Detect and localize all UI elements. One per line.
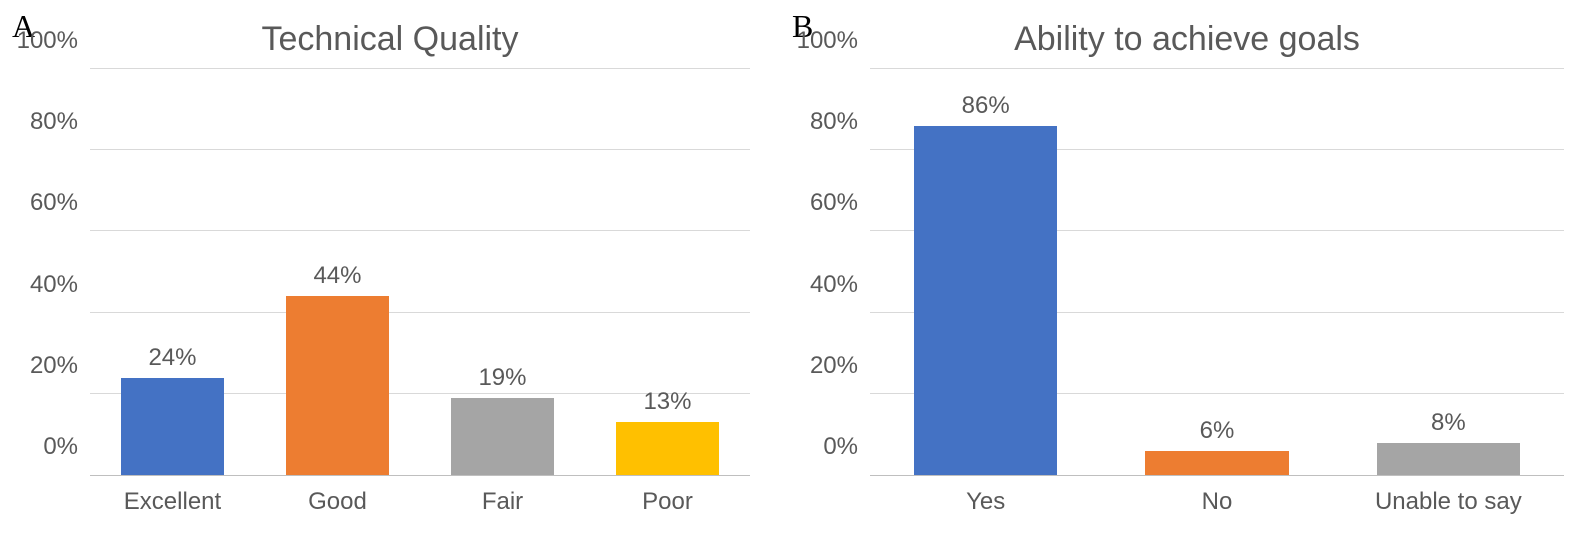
y-tick-label: 20% — [810, 352, 858, 380]
y-tick-label: 40% — [30, 271, 78, 299]
y-tick-label: 40% — [810, 271, 858, 299]
bar: 24% — [121, 378, 223, 475]
bar: 19% — [451, 398, 553, 475]
bar-slot: 44% — [255, 69, 420, 475]
x-tick-label: Yes — [870, 488, 1101, 516]
bar-value-label: 8% — [1431, 409, 1466, 437]
y-tick-label: 60% — [30, 189, 78, 217]
x-tick-label: Unable to say — [1333, 488, 1564, 516]
bar: 44% — [286, 296, 388, 475]
x-tick-label: No — [1101, 488, 1332, 516]
bar: 6% — [1145, 451, 1288, 475]
bar-slot: 13% — [585, 69, 750, 475]
bar-slot: 24% — [90, 69, 255, 475]
x-labels: YesNoUnable to say — [870, 488, 1564, 516]
plot-area: 0%20%40%60%80%100%24%44%19%13% — [90, 69, 750, 476]
y-tick-label: 0% — [43, 433, 78, 461]
x-tick-label: Fair — [420, 488, 585, 516]
y-tick-label: 100% — [17, 27, 78, 55]
bar: 86% — [914, 126, 1057, 475]
panel-a: ATechnical Quality0%20%40%60%80%100%24%4… — [0, 0, 780, 536]
y-tick-label: 80% — [30, 108, 78, 136]
x-tick-label: Good — [255, 488, 420, 516]
y-tick-label: 60% — [810, 189, 858, 217]
y-tick-label: 0% — [823, 433, 858, 461]
bar-value-label: 86% — [962, 92, 1010, 120]
x-labels: ExcellentGoodFairPoor — [90, 488, 750, 516]
bar: 13% — [616, 422, 718, 475]
bars-container: 86% 6% 8% — [870, 69, 1564, 475]
bars-container: 24% 44% 19% 13% — [90, 69, 750, 475]
x-tick-label: Poor — [585, 488, 750, 516]
bar-value-label: 13% — [643, 388, 691, 416]
chart-title: Ability to achieve goals — [780, 20, 1594, 59]
bar-value-label: 24% — [148, 344, 196, 372]
bar-slot: 19% — [420, 69, 585, 475]
chart-title: Technical Quality — [0, 20, 780, 59]
bar-slot: 6% — [1101, 69, 1332, 475]
bar: 8% — [1377, 443, 1520, 475]
y-tick-label: 100% — [797, 27, 858, 55]
bar-value-label: 44% — [313, 262, 361, 290]
bar-value-label: 19% — [478, 364, 526, 392]
bar-slot: 8% — [1333, 69, 1564, 475]
bar-value-label: 6% — [1200, 417, 1235, 445]
plot-area: 0%20%40%60%80%100%86%6%8% — [870, 69, 1564, 476]
y-tick-label: 80% — [810, 108, 858, 136]
panel-b: BAbility to achieve goals0%20%40%60%80%1… — [780, 0, 1594, 536]
x-tick-label: Excellent — [90, 488, 255, 516]
bar-slot: 86% — [870, 69, 1101, 475]
y-tick-label: 20% — [30, 352, 78, 380]
